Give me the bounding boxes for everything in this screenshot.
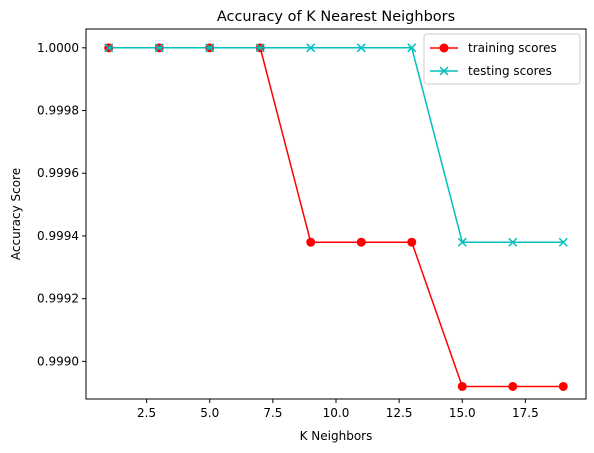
- x-tick-label: 12.5: [386, 406, 413, 420]
- testing-point: [306, 43, 316, 53]
- training-point: [457, 381, 467, 391]
- testing-point: [558, 237, 568, 247]
- y-tick-label: 0.9996: [37, 166, 79, 180]
- testing-point: [508, 237, 518, 247]
- x-axis-label: K Neighbors: [300, 429, 373, 443]
- training-point: [508, 381, 518, 391]
- x-tick-label: 17.5: [512, 406, 539, 420]
- training-point: [306, 237, 316, 247]
- training-point: [356, 237, 366, 247]
- y-tick-label: 1.0000: [37, 41, 79, 55]
- chart-title: Accuracy of K Nearest Neighbors: [217, 9, 455, 25]
- plot-area: [104, 43, 568, 391]
- legend-label: training scores: [468, 41, 557, 55]
- x-tick-label: 5.0: [200, 406, 219, 420]
- training-point: [407, 237, 417, 247]
- testing-point: [205, 43, 215, 53]
- testing-point: [154, 43, 164, 53]
- axes-frame: [85, 28, 587, 400]
- legend-label: testing scores: [468, 64, 552, 78]
- y-tick-label: 0.9990: [37, 354, 79, 368]
- testing-point: [255, 43, 265, 53]
- y-tick-label: 0.9992: [37, 292, 79, 306]
- testing-point: [407, 43, 417, 53]
- axis-ticks: 2.5 5.0 7.5 10.0 12.5 15.0 17.5 0.9990 0.9992 0.9…: [37, 41, 539, 420]
- y-tick-label: 0.9994: [37, 229, 79, 243]
- legend-entry: testing scores: [430, 64, 552, 78]
- x-tick-label: 2.5: [137, 406, 156, 420]
- legend-box: [423, 33, 581, 85]
- legend-marker: [439, 66, 449, 76]
- series-line-testing: [108, 47, 564, 243]
- x-tick-label: 10.0: [323, 406, 350, 420]
- legend-entry: training scores: [430, 41, 557, 55]
- series-line-training: [108, 47, 564, 388]
- x-tick-label: 15.0: [449, 406, 476, 420]
- testing-point: [104, 43, 114, 53]
- legend: training scores testing scores: [423, 33, 581, 85]
- y-axis-label: Accuracy Score: [9, 168, 23, 260]
- testing-point: [356, 43, 366, 53]
- legend-marker: [439, 43, 449, 53]
- testing-point: [457, 237, 467, 247]
- training-point: [558, 381, 568, 391]
- y-tick-label: 0.9998: [37, 104, 79, 118]
- x-tick-label: 7.5: [263, 406, 282, 420]
